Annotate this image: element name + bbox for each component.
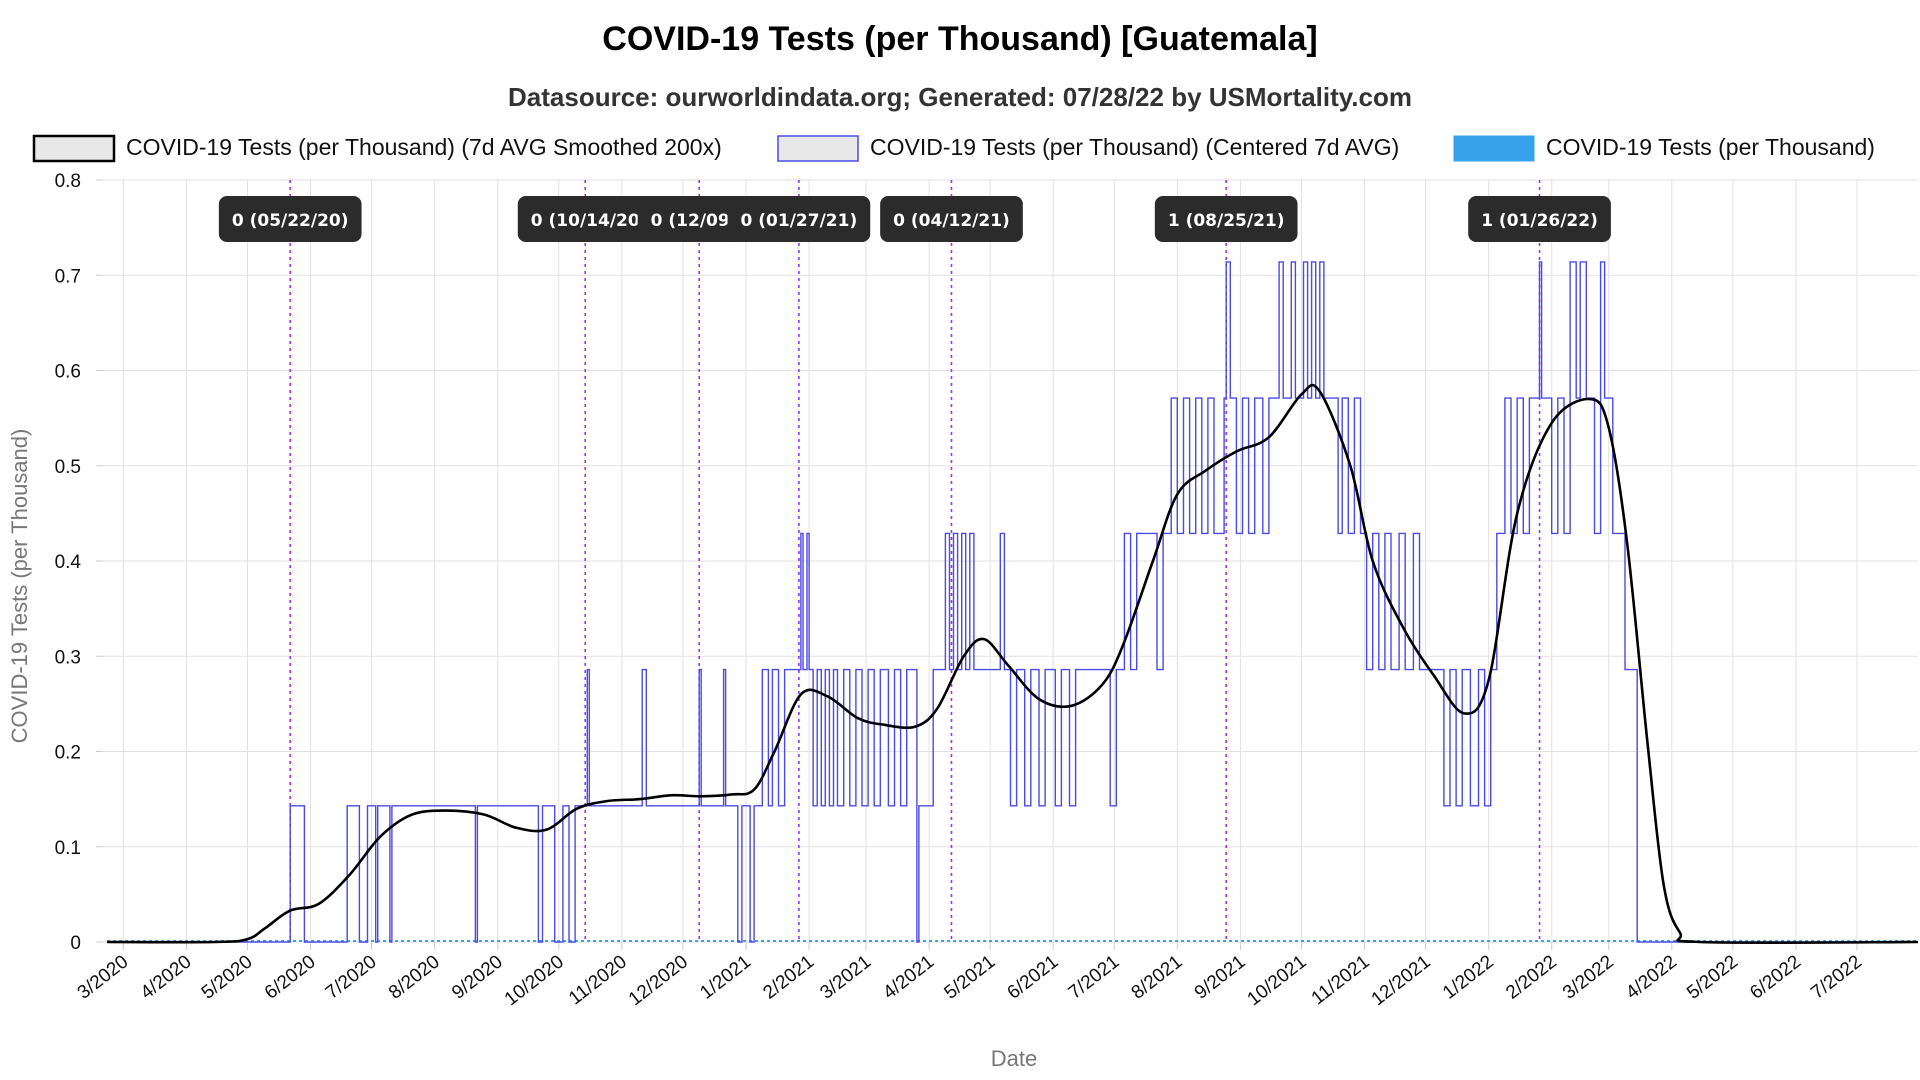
x-axis: 3/2020 4/2020 5/2020 6/2020 7/2020 8/2020 9/20… (74, 942, 1866, 1010)
annotation-label-text: 1 (01/26/22) (1481, 211, 1598, 231)
x-tick-label: 3/2020 (74, 951, 133, 1003)
x-tick-label: 11/2021 (1308, 951, 1374, 1009)
annotation-label-box (1468, 196, 1611, 242)
y-tick-label: 0.3 (55, 647, 81, 668)
x-tick-label: 6/2021 (1004, 951, 1063, 1003)
x-tick-label: 1/2021 (696, 951, 755, 1003)
annotation-label-text: 0 (12/09/2 (651, 211, 748, 231)
y-tick-label: 0.1 (55, 838, 81, 859)
x-tick-label: 5/2021 (940, 951, 999, 1003)
y-tick-label: 0.8 (55, 171, 81, 192)
x-tick-label: 6/2020 (261, 951, 320, 1003)
y-tick-label: 0.2 (55, 743, 81, 764)
annotation-label: 1 (01/26/22) (1468, 196, 1611, 242)
x-axis-label: Date (991, 1046, 1037, 1071)
annotation-label-box (880, 196, 1023, 242)
legend-item-raw[interactable]: COVID-19 Tests (per Thousand) (1453, 134, 1875, 162)
series-line-smoothed (107, 383, 1919, 945)
x-tick-label: 1/2022 (1439, 951, 1498, 1003)
x-tick-label: 8/2021 (1128, 951, 1187, 1003)
annotation-label-text: 0 (04/12/21) (893, 211, 1010, 231)
x-tick-label: 6/2022 (1746, 951, 1805, 1003)
x-tick-label: 2/2021 (759, 951, 818, 1003)
x-tick-label: 4/2022 (1622, 951, 1681, 1003)
annotation-label-box (1154, 196, 1298, 242)
annotation-label: 0 (05/22/20) (218, 196, 362, 242)
x-tick-label: 5/2020 (198, 951, 257, 1003)
legend-swatch-centered (777, 135, 859, 162)
x-tick-label: 12/2020 (625, 951, 692, 1010)
x-tick-label: 7/2021 (1065, 951, 1124, 1003)
x-tick-label: 8/2020 (385, 951, 444, 1003)
annotation-label-text: 1 (08/25/21) (1168, 211, 1285, 231)
annotation-label-text: 0 (10/14/20 (531, 211, 640, 231)
x-tick-label: 9/2021 (1191, 951, 1250, 1003)
x-tick-label: 3/2022 (1559, 951, 1618, 1003)
annotation-label-text: 0 (01/27/21) (741, 211, 858, 231)
x-tick-label: 7/2020 (322, 951, 381, 1003)
legend-swatch-smoothed (32, 134, 116, 163)
x-tick-label: 11/2020 (565, 951, 631, 1009)
x-tick-label: 10/2020 (501, 951, 568, 1010)
x-tick-label: 3/2021 (816, 951, 875, 1003)
x-tick-label: 5/2022 (1683, 951, 1742, 1003)
legend-label-smoothed: COVID-19 Tests (per Thousand) (7d AVG Sm… (126, 134, 722, 160)
annotation-label-box (517, 196, 653, 242)
series-layer (107, 261, 1919, 945)
annotation-label-box (218, 196, 362, 242)
x-tick-label: 7/2022 (1807, 951, 1866, 1003)
annotation-labels: 0 (05/22/20) 0 (10/14/20 0 (12/09/20 (01/2… (218, 196, 1611, 242)
annotation-label: 1 (08/25/21) (1154, 196, 1298, 242)
legend-swatch-raw (1453, 135, 1535, 162)
legend-item-centered[interactable]: COVID-19 Tests (per Thousand) (Centered … (777, 134, 1399, 162)
annotation-label-text: 0 (05/22/20) (232, 211, 349, 231)
legend-label-raw: COVID-19 Tests (per Thousand) (1546, 134, 1875, 160)
annotation-label: 0 (04/12/21) (880, 196, 1023, 242)
y-tick-label: 0.6 (55, 362, 81, 383)
chart-title: COVID-19 Tests (per Thousand) [Guatemala… (602, 20, 1317, 58)
x-tick-label: 4/2020 (137, 951, 196, 1003)
x-tick-label: 10/2021 (1243, 951, 1310, 1010)
y-tick-label: 0.4 (55, 552, 82, 573)
x-tick-label: 12/2021 (1368, 951, 1435, 1010)
legend-item-smoothed[interactable]: COVID-19 Tests (per Thousand) (7d AVG Sm… (32, 134, 722, 163)
y-tick-label: 0 (70, 933, 81, 954)
y-axis-label: COVID-19 Tests (per Thousand) (7, 429, 32, 744)
series-line-centered (107, 261, 1918, 943)
y-tick-label: 0.5 (55, 457, 81, 478)
legend-label-centered: COVID-19 Tests (per Thousand) (Centered … (870, 134, 1399, 160)
x-tick-label: 9/2020 (448, 951, 507, 1003)
y-axis: 0 0.1 0.2 0.3 0.4 0.5 0.6 0.7 0.8 (55, 171, 103, 954)
x-tick-label: 4/2021 (879, 951, 938, 1003)
annotation-label: 0 (01/27/21) (727, 196, 871, 242)
legend[interactable]: COVID-19 Tests (per Thousand) (7d AVG Sm… (32, 134, 1875, 163)
chart-subtitle: Datasource: ourworldindata.org; Generate… (508, 82, 1412, 112)
annotation-label-box (727, 196, 871, 242)
y-tick-label: 0.7 (55, 266, 81, 287)
x-gridlines (122, 180, 1858, 942)
x-tick-label: 2/2022 (1502, 951, 1561, 1003)
y-gridlines (103, 179, 1918, 943)
annotation-label: 0 (10/14/20 (517, 196, 653, 242)
